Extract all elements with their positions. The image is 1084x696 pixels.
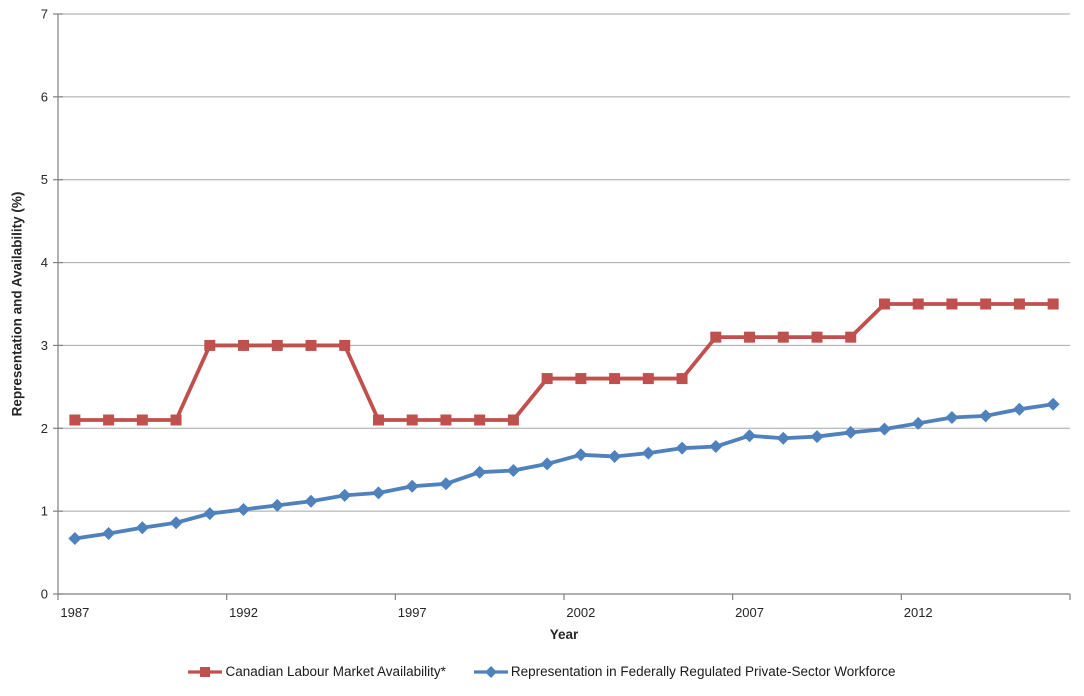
series-1-point-marker — [1046, 397, 1060, 411]
series-0-point-marker — [406, 414, 418, 426]
legend-glyph-diamond-icon — [473, 665, 508, 678]
series-0-point-marker — [474, 414, 486, 426]
x-tick-label: 1997 — [398, 605, 427, 620]
series-0-point-marker — [676, 373, 688, 385]
series-1-point-marker — [844, 425, 858, 439]
series-0-point-marker — [878, 298, 890, 310]
x-tick-label: 2002 — [566, 605, 595, 620]
series-1-point-marker — [135, 521, 149, 535]
series-0-point-marker — [440, 414, 452, 426]
series-1-point-marker — [641, 446, 655, 460]
series-0-point-marker — [136, 414, 148, 426]
series-0-point-marker — [1047, 298, 1059, 310]
legend-diamond-marker-icon — [473, 665, 508, 679]
series-1-point-marker — [776, 431, 790, 445]
legend-glyph-square-icon — [188, 666, 223, 677]
series-0-point-marker — [642, 373, 654, 385]
series-1-point-marker — [608, 449, 622, 463]
y-tick-label: 4 — [41, 255, 48, 270]
series-1-point-marker — [877, 422, 891, 436]
series-1-point-marker — [338, 488, 352, 502]
series-1-point-marker — [945, 411, 959, 425]
series-0-point-marker — [575, 373, 587, 385]
x-tick-label: 2007 — [735, 605, 764, 620]
series-0-point-marker — [845, 331, 857, 343]
series-0-point-marker — [946, 298, 958, 310]
series-1-point-marker — [540, 457, 554, 471]
x-tick-label: 1987 — [60, 605, 89, 620]
series-0-point-marker — [609, 373, 621, 385]
series-1-point-marker — [237, 502, 251, 516]
series-1-point-marker — [574, 448, 588, 462]
series-1-point-marker — [169, 516, 183, 530]
series-1-point-marker — [911, 416, 925, 430]
series-1-line — [72, 402, 1056, 541]
legend: Canadian Labour Market Availability* Rep… — [0, 664, 1084, 679]
series-1-point-marker — [506, 464, 520, 478]
y-tick-label: 6 — [41, 89, 48, 104]
series-0-point-marker — [103, 414, 115, 426]
legend-square-marker-icon — [188, 665, 223, 679]
series-0-point-marker — [507, 414, 519, 426]
y-tick-label: 0 — [41, 587, 48, 602]
series-0-point-marker — [271, 339, 283, 351]
series-1-point-marker — [304, 494, 318, 508]
series-0-point-marker — [777, 331, 789, 343]
legend-item-availability: Canadian Labour Market Availability* — [188, 664, 446, 679]
series-1-point-marker — [810, 430, 824, 444]
series-1-point-marker — [405, 479, 419, 493]
series-0-line — [72, 302, 1056, 422]
series-0-point-marker — [204, 339, 216, 351]
series-1-point-marker — [473, 465, 487, 479]
series-0-point-marker — [1013, 298, 1025, 310]
series-0-point-marker — [811, 331, 823, 343]
series-1-point-marker — [439, 477, 453, 491]
y-tick-label: 5 — [41, 172, 48, 187]
x-axis-title: Year — [549, 627, 579, 642]
series-1-point-marker — [675, 441, 689, 455]
series-0-point-marker — [69, 414, 81, 426]
series-0-point-marker — [912, 298, 924, 310]
series-1-point-marker — [709, 440, 723, 454]
series-0-point-marker — [305, 339, 317, 351]
series-1-point-marker — [203, 507, 217, 521]
y-tick-label: 7 — [41, 7, 48, 22]
series-1-point-marker — [979, 409, 993, 423]
y-tick-label: 1 — [41, 504, 48, 519]
series-0-point-marker — [710, 331, 722, 343]
legend-item-representation: Representation in Federally Regulated Pr… — [473, 664, 896, 679]
y-axis-title: Representation and Availability (%) — [9, 191, 25, 417]
series-1-point-marker — [102, 527, 116, 541]
legend-label-availability: Canadian Labour Market Availability* — [225, 664, 446, 679]
x-tick-label: 1992 — [229, 605, 258, 620]
series-0-point-marker — [372, 414, 384, 426]
series-0-point-marker — [980, 298, 992, 310]
series-0-point-marker — [744, 331, 756, 343]
series-0-point-marker — [339, 339, 351, 351]
series-0-point-marker — [541, 373, 553, 385]
series-0-point-marker — [170, 414, 182, 426]
series-0-point-marker — [238, 339, 250, 351]
y-tick-label: 2 — [41, 421, 48, 436]
x-tick-label: 2012 — [904, 605, 933, 620]
series-1-point-marker — [68, 531, 82, 545]
legend-label-representation: Representation in Federally Regulated Pr… — [510, 664, 896, 679]
series-1-point-marker — [1012, 402, 1026, 416]
series-1-point-marker — [270, 498, 284, 512]
series-1-point-marker — [371, 486, 385, 500]
series-1-point-marker — [743, 429, 757, 443]
y-tick-label: 3 — [41, 338, 48, 353]
